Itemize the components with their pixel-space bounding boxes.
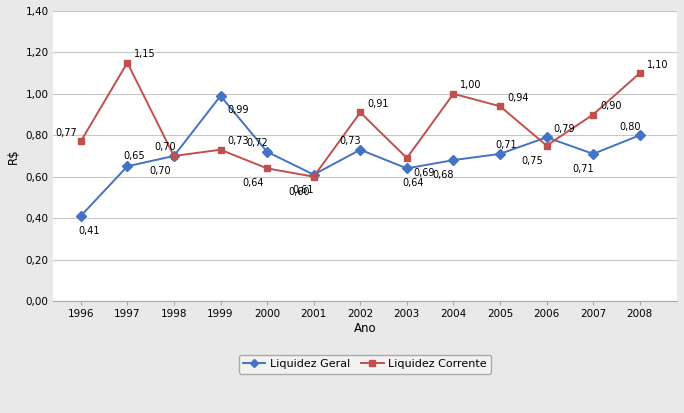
Liquidez Corrente xyxy=(263,166,271,171)
Text: 0,71: 0,71 xyxy=(573,164,594,174)
Text: 0,73: 0,73 xyxy=(228,136,249,146)
Liquidez Corrente xyxy=(77,139,85,144)
X-axis label: Ano: Ano xyxy=(354,322,376,335)
Text: 0,71: 0,71 xyxy=(496,140,518,150)
Liquidez Geral xyxy=(356,147,365,152)
Text: 0,75: 0,75 xyxy=(522,156,543,166)
Text: 0,64: 0,64 xyxy=(242,178,263,188)
Text: 0,65: 0,65 xyxy=(123,152,145,161)
Text: 0,94: 0,94 xyxy=(507,93,529,103)
Text: 0,72: 0,72 xyxy=(246,138,268,148)
Text: 1,00: 1,00 xyxy=(460,80,482,90)
Liquidez Geral xyxy=(170,154,178,159)
Liquidez Corrente xyxy=(123,60,131,65)
Liquidez Corrente xyxy=(542,143,551,148)
Liquidez Geral xyxy=(403,166,411,171)
Line: Liquidez Geral: Liquidez Geral xyxy=(77,93,643,219)
Text: 0,70: 0,70 xyxy=(149,166,170,176)
Liquidez Geral xyxy=(263,150,271,154)
Liquidez Corrente xyxy=(310,174,318,179)
Liquidez Geral xyxy=(449,158,458,163)
Text: 0,60: 0,60 xyxy=(289,187,310,197)
Liquidez Geral xyxy=(310,172,318,177)
Text: 1,15: 1,15 xyxy=(134,49,156,59)
Text: 0,41: 0,41 xyxy=(78,226,99,236)
Liquidez Corrente xyxy=(449,91,458,96)
Text: 0,79: 0,79 xyxy=(553,124,575,134)
Text: 0,68: 0,68 xyxy=(432,170,454,180)
Liquidez Corrente xyxy=(170,154,178,159)
Liquidez Corrente xyxy=(589,112,597,117)
Liquidez Geral xyxy=(496,152,504,157)
Liquidez Corrente xyxy=(216,147,224,152)
Text: 0,69: 0,69 xyxy=(414,168,435,178)
Liquidez Geral xyxy=(635,133,644,138)
Text: 0,91: 0,91 xyxy=(367,99,389,109)
Text: 0,61: 0,61 xyxy=(293,185,315,195)
Liquidez Geral xyxy=(542,135,551,140)
Liquidez Geral xyxy=(589,152,597,157)
Liquidez Corrente xyxy=(496,104,504,109)
Text: 0,80: 0,80 xyxy=(619,122,640,132)
Text: 0,90: 0,90 xyxy=(600,101,622,111)
Liquidez Corrente xyxy=(356,110,365,115)
Liquidez Corrente xyxy=(403,156,411,161)
Liquidez Corrente xyxy=(635,71,644,76)
Legend: Liquidez Geral, Liquidez Corrente: Liquidez Geral, Liquidez Corrente xyxy=(239,355,491,374)
Liquidez Geral xyxy=(216,93,224,98)
Text: 0,64: 0,64 xyxy=(403,178,424,188)
Line: Liquidez Corrente: Liquidez Corrente xyxy=(77,59,643,180)
Liquidez Geral xyxy=(77,214,85,218)
Text: 0,99: 0,99 xyxy=(228,104,249,114)
Y-axis label: R$: R$ xyxy=(7,148,20,164)
Liquidez Geral xyxy=(123,164,131,169)
Text: 0,77: 0,77 xyxy=(55,128,77,138)
Text: 1,10: 1,10 xyxy=(647,59,668,69)
Text: 0,73: 0,73 xyxy=(339,136,361,146)
Text: 0,70: 0,70 xyxy=(155,142,176,152)
